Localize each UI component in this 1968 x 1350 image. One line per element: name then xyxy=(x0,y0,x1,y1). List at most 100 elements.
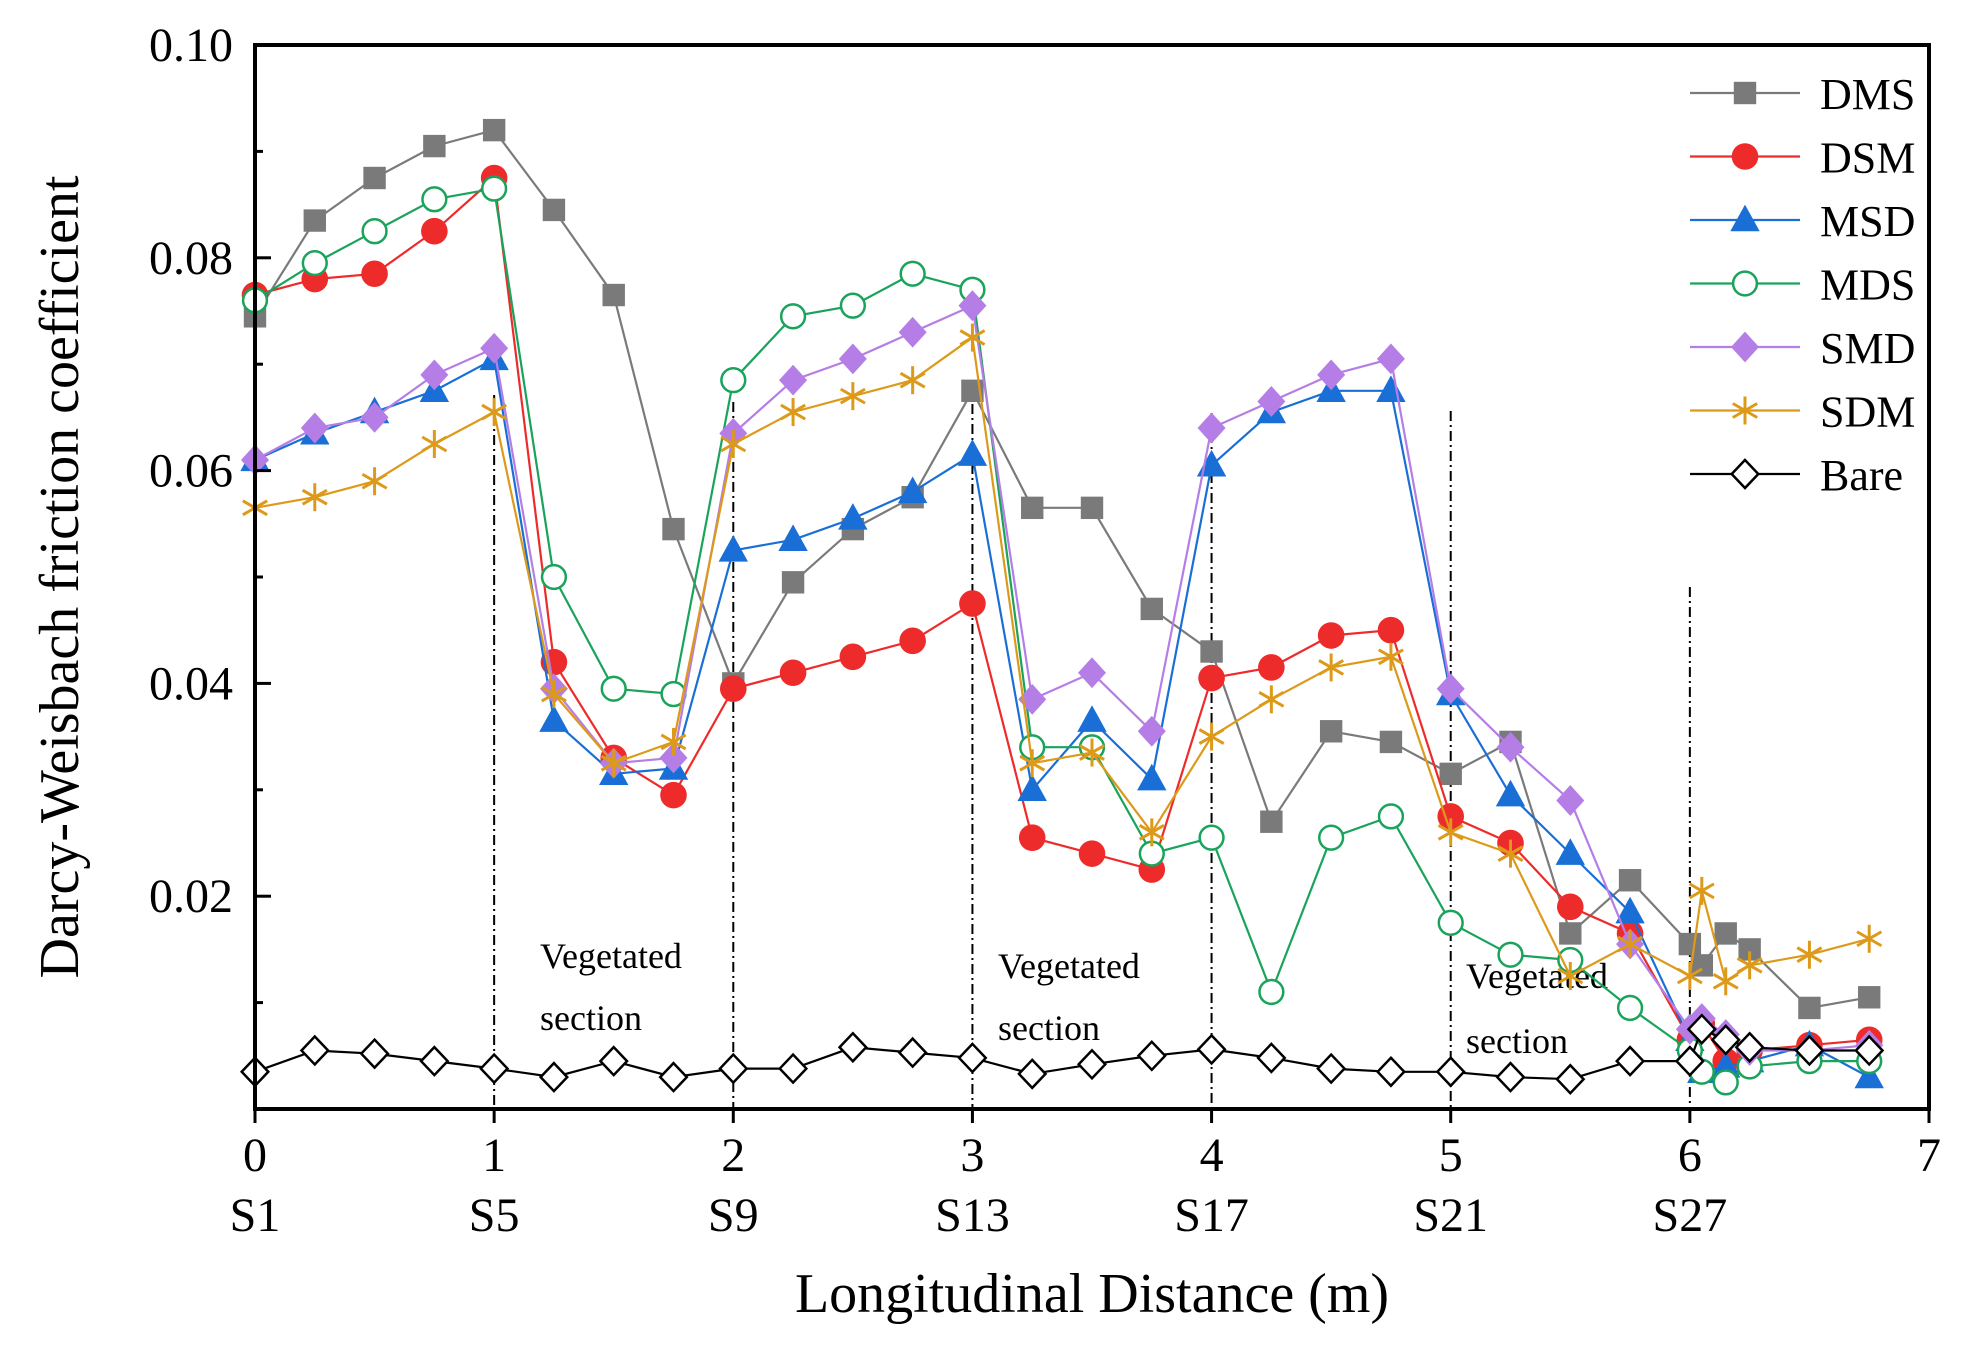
data-point-dms xyxy=(1200,640,1223,663)
legend-label: SMD xyxy=(1820,324,1915,373)
data-point-msd xyxy=(1711,1051,1741,1078)
data-point-msd xyxy=(1555,838,1585,865)
data-point-sdm xyxy=(1856,924,1883,953)
data-point-mds xyxy=(1497,941,1524,968)
y-tick-label: 0.04 xyxy=(149,657,233,710)
data-point-sdm xyxy=(1079,738,1105,767)
y-tick-label: 0.02 xyxy=(149,870,233,923)
data-point-dms xyxy=(1379,730,1403,754)
x-section-label: S21 xyxy=(1413,1189,1488,1242)
annotation-label: Vegetated xyxy=(540,936,682,976)
data-point-sdm xyxy=(1198,722,1225,751)
data-point-dsm xyxy=(959,590,986,617)
data-point-dms xyxy=(1319,720,1343,743)
annotation-label: Vegetated xyxy=(998,946,1140,986)
data-point-dsm xyxy=(1078,840,1106,867)
y-tick-label: 0.10 xyxy=(149,19,233,72)
data-point-smd xyxy=(958,290,987,322)
data-point-smd xyxy=(1556,785,1585,816)
data-point-msd xyxy=(1615,896,1645,924)
legend-label: MDS xyxy=(1820,261,1915,310)
data-point-mds xyxy=(1712,1069,1739,1096)
data-point-sdm xyxy=(1437,818,1464,847)
data-point-smd xyxy=(420,359,449,391)
legend-item-sdm: SDM xyxy=(1690,388,1915,437)
data-point-dms xyxy=(1021,496,1044,520)
data-point-mds xyxy=(600,675,627,702)
data-point-msd xyxy=(1376,375,1406,402)
data-point-sdm xyxy=(1557,962,1584,990)
legend-marker-mds xyxy=(1731,270,1759,297)
data-point-bare xyxy=(1375,1055,1406,1088)
legend-label: DSM xyxy=(1820,134,1915,183)
annotation-label: section xyxy=(998,1008,1100,1048)
data-point-sdm xyxy=(839,382,866,411)
legend-item-dsm: DSM xyxy=(1690,134,1915,183)
data-point-msd xyxy=(1137,763,1167,791)
data-point-dms xyxy=(303,209,326,232)
series-sdm xyxy=(242,323,1883,996)
data-point-sdm xyxy=(780,398,806,427)
data-point-dsm xyxy=(421,217,448,245)
data-point-sdm xyxy=(1796,940,1823,969)
legend-item-mds: MDS xyxy=(1690,261,1915,310)
data-point-sdm xyxy=(1676,962,1703,990)
data-point-mds xyxy=(361,218,388,245)
x-axis-title: Longitudinal Distance (m) xyxy=(795,1263,1389,1325)
legend-item-dms: DMS xyxy=(1690,70,1915,119)
data-point-dsm xyxy=(719,675,747,703)
data-point-smd xyxy=(1496,731,1525,763)
data-point-dms xyxy=(1678,932,1702,956)
legend: DMS DSM MSD MDS SMD SDM Bare xyxy=(1690,70,1915,500)
data-point-dms xyxy=(482,118,506,142)
series-bare xyxy=(239,1013,1885,1096)
data-point-mds xyxy=(480,175,508,202)
legend-label: DMS xyxy=(1820,70,1915,119)
data-point-dsm xyxy=(1317,622,1345,649)
data-point-sdm xyxy=(301,483,328,512)
data-point-msd xyxy=(897,476,928,504)
data-point-mds xyxy=(779,303,807,330)
annotation-label: section xyxy=(1466,1021,1568,1061)
data-point-smd xyxy=(1436,673,1465,705)
data-point-smd xyxy=(1257,386,1286,417)
data-point-msd xyxy=(1854,1061,1884,1089)
data-point-dms xyxy=(423,134,446,158)
data-point-dms xyxy=(1798,996,1821,1020)
data-point-sdm xyxy=(720,430,747,458)
y-axis: 0.02 0.04 0.06 0.08 0.10 xyxy=(149,19,271,1005)
x-section-label: S9 xyxy=(708,1189,759,1242)
data-point-dsm xyxy=(1198,664,1225,692)
data-point-bare xyxy=(419,1045,450,1077)
data-point-msd xyxy=(838,503,868,530)
data-point-bare xyxy=(1435,1055,1466,1088)
x-axis: 0 1 2 3 4 5 6 7 S1 S5 S9 S13 S17 S21 S27 xyxy=(230,1109,1941,1242)
legend-item-smd: SMD xyxy=(1690,324,1915,373)
data-point-bare xyxy=(1674,1045,1705,1077)
data-point-sdm xyxy=(421,430,448,458)
data-point-bare xyxy=(1017,1058,1048,1090)
data-point-smd xyxy=(300,412,329,444)
data-point-mds xyxy=(1317,824,1345,851)
data-point-dms xyxy=(781,571,805,594)
legend-item-bare: Bare xyxy=(1690,451,1903,500)
series-line-sdm xyxy=(254,335,1870,984)
annotations: Vegetated section Vegetated section Vegetate… xyxy=(540,936,1608,1061)
data-point-dms xyxy=(1080,496,1104,520)
x-tick-label: 7 xyxy=(1917,1129,1941,1182)
data-point-dms xyxy=(1260,810,1283,833)
data-point-bare xyxy=(1076,1048,1108,1081)
x-section-label: S27 xyxy=(1653,1189,1728,1242)
x-tick-label: 4 xyxy=(1200,1129,1224,1182)
annotation-label: section xyxy=(540,998,642,1038)
data-point-dms xyxy=(602,283,625,307)
data-point-sdm xyxy=(361,467,388,496)
data-point-msd xyxy=(1017,774,1047,801)
data-point-bare xyxy=(1316,1052,1347,1085)
x-tick-label: 2 xyxy=(721,1129,745,1182)
data-point-msd xyxy=(539,705,569,732)
data-point-mds xyxy=(899,260,926,287)
data-point-smd xyxy=(1317,359,1346,391)
annotation-label: Vegetated xyxy=(1466,956,1608,996)
